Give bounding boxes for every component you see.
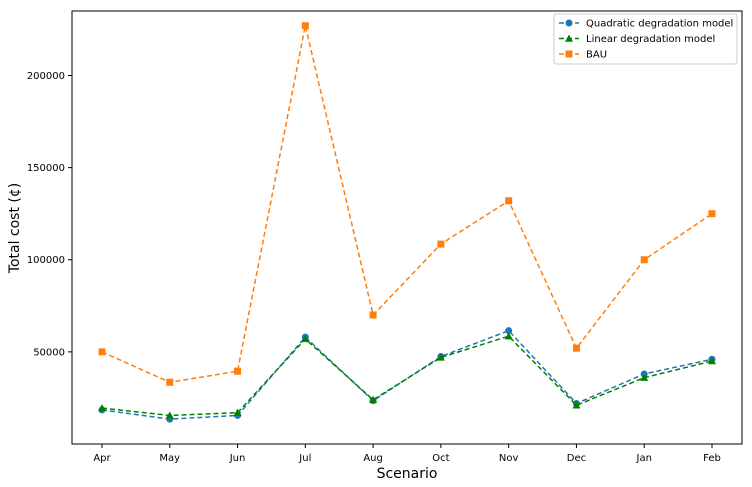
data-point (505, 197, 513, 205)
x-tick-label: Feb (703, 453, 721, 464)
legend-swatch-marker (565, 19, 573, 27)
data-point (572, 344, 580, 352)
series-square (98, 22, 716, 386)
data-point (504, 332, 513, 340)
legend-entry: Quadratic degradation model (559, 19, 733, 30)
series-line (101, 25, 713, 384)
x-tick-label: Aug (363, 453, 383, 464)
x-tick-label: Oct (432, 453, 449, 464)
legend-label: Linear degradation model (586, 34, 715, 45)
x-tick-label: Jun (229, 453, 246, 464)
data-point (166, 378, 174, 386)
y-tick-label: 50000 (33, 347, 65, 358)
data-point (369, 311, 377, 319)
data-point (640, 256, 648, 264)
data-point (301, 22, 309, 30)
data-point (301, 334, 310, 343)
legend-box (553, 13, 738, 65)
x-tick-label: Jan (636, 453, 652, 464)
x-axis: Apr May Jun Jul Aug Oct Nov Dec Jan Feb (93, 444, 721, 464)
data-point (98, 404, 106, 412)
series-triangle (98, 332, 716, 419)
data-point (708, 357, 716, 365)
y-axis: 50000 100000 150000 200000 (27, 71, 72, 358)
data-point (165, 411, 174, 419)
data-point (369, 395, 378, 403)
y-tick-label: 150000 (27, 163, 65, 174)
data-point (233, 408, 242, 416)
series-line (101, 329, 713, 420)
data-point (640, 373, 649, 381)
legend: Quadratic degradation model Linear degrad… (553, 13, 738, 65)
legend-label: BAU (586, 50, 607, 61)
data-point (572, 401, 581, 409)
x-tick-label: Apr (93, 453, 111, 464)
x-tick-label: Jul (298, 453, 311, 464)
data-point (708, 210, 716, 218)
y-tick-label: 100000 (27, 255, 65, 266)
data-point (505, 327, 513, 335)
data-point (234, 367, 242, 375)
x-axis-title: Scenario (377, 466, 438, 482)
data-point (436, 353, 445, 361)
legend-swatch-marker (565, 34, 573, 42)
legend-entry: BAU (559, 50, 607, 61)
y-axis-title: Total cost (¢) (7, 183, 23, 274)
plot-frame (71, 10, 743, 445)
series-circle (98, 327, 716, 423)
series-line (101, 335, 713, 417)
legend-label: Quadratic degradation model (586, 19, 733, 30)
x-tick-label: Nov (499, 453, 519, 464)
legend-swatch-marker (565, 50, 573, 58)
data-point (437, 240, 445, 248)
x-tick-label: May (159, 453, 180, 464)
series-layer (98, 22, 716, 423)
y-tick-label: 200000 (27, 71, 65, 82)
x-tick-label: Dec (567, 453, 586, 464)
legend-entry: Linear degradation model (559, 34, 715, 45)
data-point (98, 348, 106, 356)
